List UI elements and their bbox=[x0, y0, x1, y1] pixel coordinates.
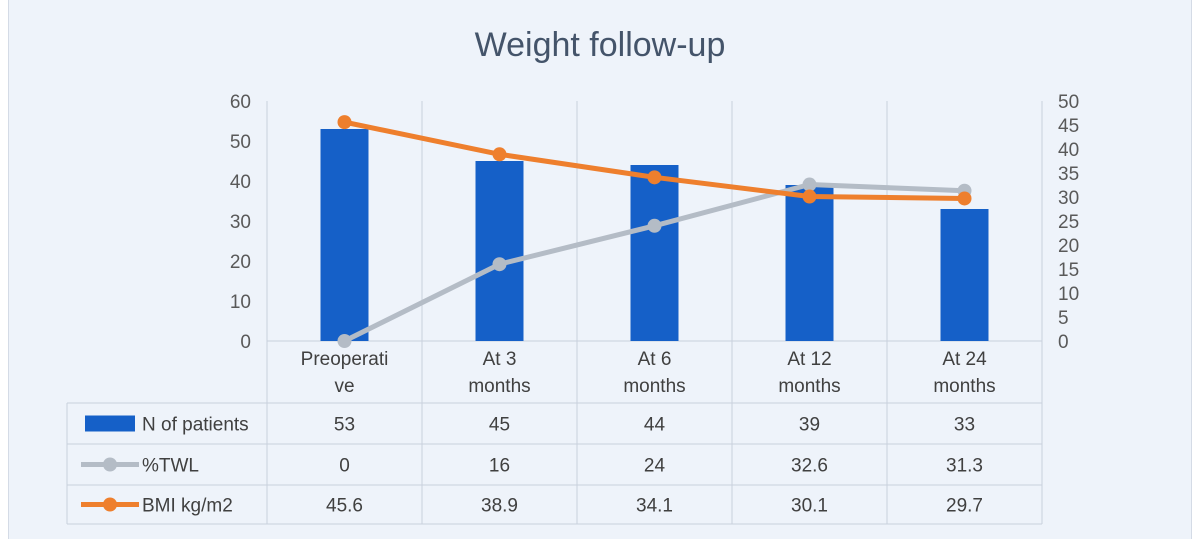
category-label: Preoperati bbox=[301, 349, 389, 370]
legend-marker--twl bbox=[103, 457, 117, 472]
category-label: At 3 bbox=[483, 349, 517, 370]
y-left-tick-label: 10 bbox=[230, 292, 251, 313]
point--twl bbox=[802, 177, 817, 192]
legend-marker-bmi-kg-m2 bbox=[103, 497, 117, 512]
point--twl bbox=[492, 257, 507, 272]
legend-key-n-of-patients bbox=[85, 415, 135, 432]
category-label: months bbox=[623, 376, 685, 397]
y-right-tick-label: 50 bbox=[1058, 92, 1079, 113]
y-right-tick-label: 25 bbox=[1058, 212, 1079, 233]
y-right-tick-label: 30 bbox=[1058, 188, 1079, 209]
bar-at-24-months bbox=[940, 209, 989, 341]
table-cell--twl: 32.6 bbox=[791, 456, 828, 477]
y-left-tick-label: 60 bbox=[230, 92, 251, 113]
y-left-tick-label: 20 bbox=[230, 252, 251, 273]
y-left-tick-label: 50 bbox=[230, 132, 251, 153]
bar-preoperative bbox=[320, 129, 369, 341]
table-cell--twl: 31.3 bbox=[946, 456, 983, 477]
table-cell-bmi-kg-m2: 34.1 bbox=[636, 496, 673, 517]
table-cell-bmi-kg-m2: 29.7 bbox=[946, 496, 983, 517]
table-cell-n-of-patients: 39 bbox=[799, 415, 820, 436]
chart-title: Weight follow-up bbox=[474, 26, 726, 64]
category-label: months bbox=[778, 376, 840, 397]
point-bmi-kg-m2 bbox=[647, 170, 662, 185]
y-right-tick-label: 15 bbox=[1058, 260, 1079, 281]
table-cell-bmi-kg-m2: 45.6 bbox=[326, 496, 363, 517]
y-right-tick-label: 10 bbox=[1058, 284, 1079, 305]
table-cell-bmi-kg-m2: 38.9 bbox=[481, 496, 518, 517]
bar-at-3-months bbox=[475, 161, 524, 341]
y-left-tick-label: 30 bbox=[230, 212, 251, 233]
y-left-tick-label: 40 bbox=[230, 172, 251, 193]
y-right-tick-label: 5 bbox=[1058, 308, 1069, 329]
y-right-tick-label: 35 bbox=[1058, 164, 1079, 185]
y-right-tick-label: 45 bbox=[1058, 116, 1079, 137]
table-cell-bmi-kg-m2: 30.1 bbox=[791, 496, 828, 517]
table-cell--twl: 0 bbox=[339, 456, 350, 477]
table-cell--twl: 16 bbox=[489, 456, 510, 477]
category-label: At 6 bbox=[638, 349, 672, 370]
category-label: months bbox=[468, 376, 530, 397]
legend-label-bmi-kg-m2: BMI kg/m2 bbox=[142, 496, 233, 517]
y-right-tick-label: 40 bbox=[1058, 140, 1079, 161]
point--twl bbox=[647, 218, 662, 233]
table-cell-n-of-patients: 53 bbox=[334, 415, 355, 436]
chart-area: Weight follow-up 0 10 20 30 40 50 60 0 5 10 15 20 25… bbox=[8, 0, 1192, 539]
point-bmi-kg-m2 bbox=[337, 115, 352, 130]
y-right-tick-label: 20 bbox=[1058, 236, 1079, 257]
category-label: months bbox=[933, 376, 995, 397]
point-bmi-kg-m2 bbox=[492, 147, 507, 162]
category-label: ve bbox=[334, 376, 354, 397]
legend-label--twl: %TWL bbox=[142, 456, 199, 477]
bar-at-6-months bbox=[630, 165, 679, 341]
category-label: At 24 bbox=[942, 349, 987, 370]
chart-svg: 0 10 20 30 40 50 60 0 5 10 15 20 25 30 35 40 45 50 Preoper… bbox=[66, 92, 1079, 525]
legend-label-n-of-patients: N of patients bbox=[142, 415, 249, 436]
point--twl bbox=[337, 334, 352, 348]
table-cell-n-of-patients: 33 bbox=[954, 415, 975, 436]
y-right-tick-label: 0 bbox=[1058, 332, 1069, 353]
bar-at-12-months bbox=[785, 185, 834, 341]
table-cell-n-of-patients: 45 bbox=[489, 415, 510, 436]
table-cell--twl: 24 bbox=[644, 456, 666, 477]
point-bmi-kg-m2 bbox=[957, 191, 972, 206]
point-bmi-kg-m2 bbox=[802, 189, 817, 204]
category-label: At 12 bbox=[787, 349, 831, 370]
table-cell-n-of-patients: 44 bbox=[644, 415, 666, 436]
y-left-tick-label: 0 bbox=[240, 332, 251, 353]
